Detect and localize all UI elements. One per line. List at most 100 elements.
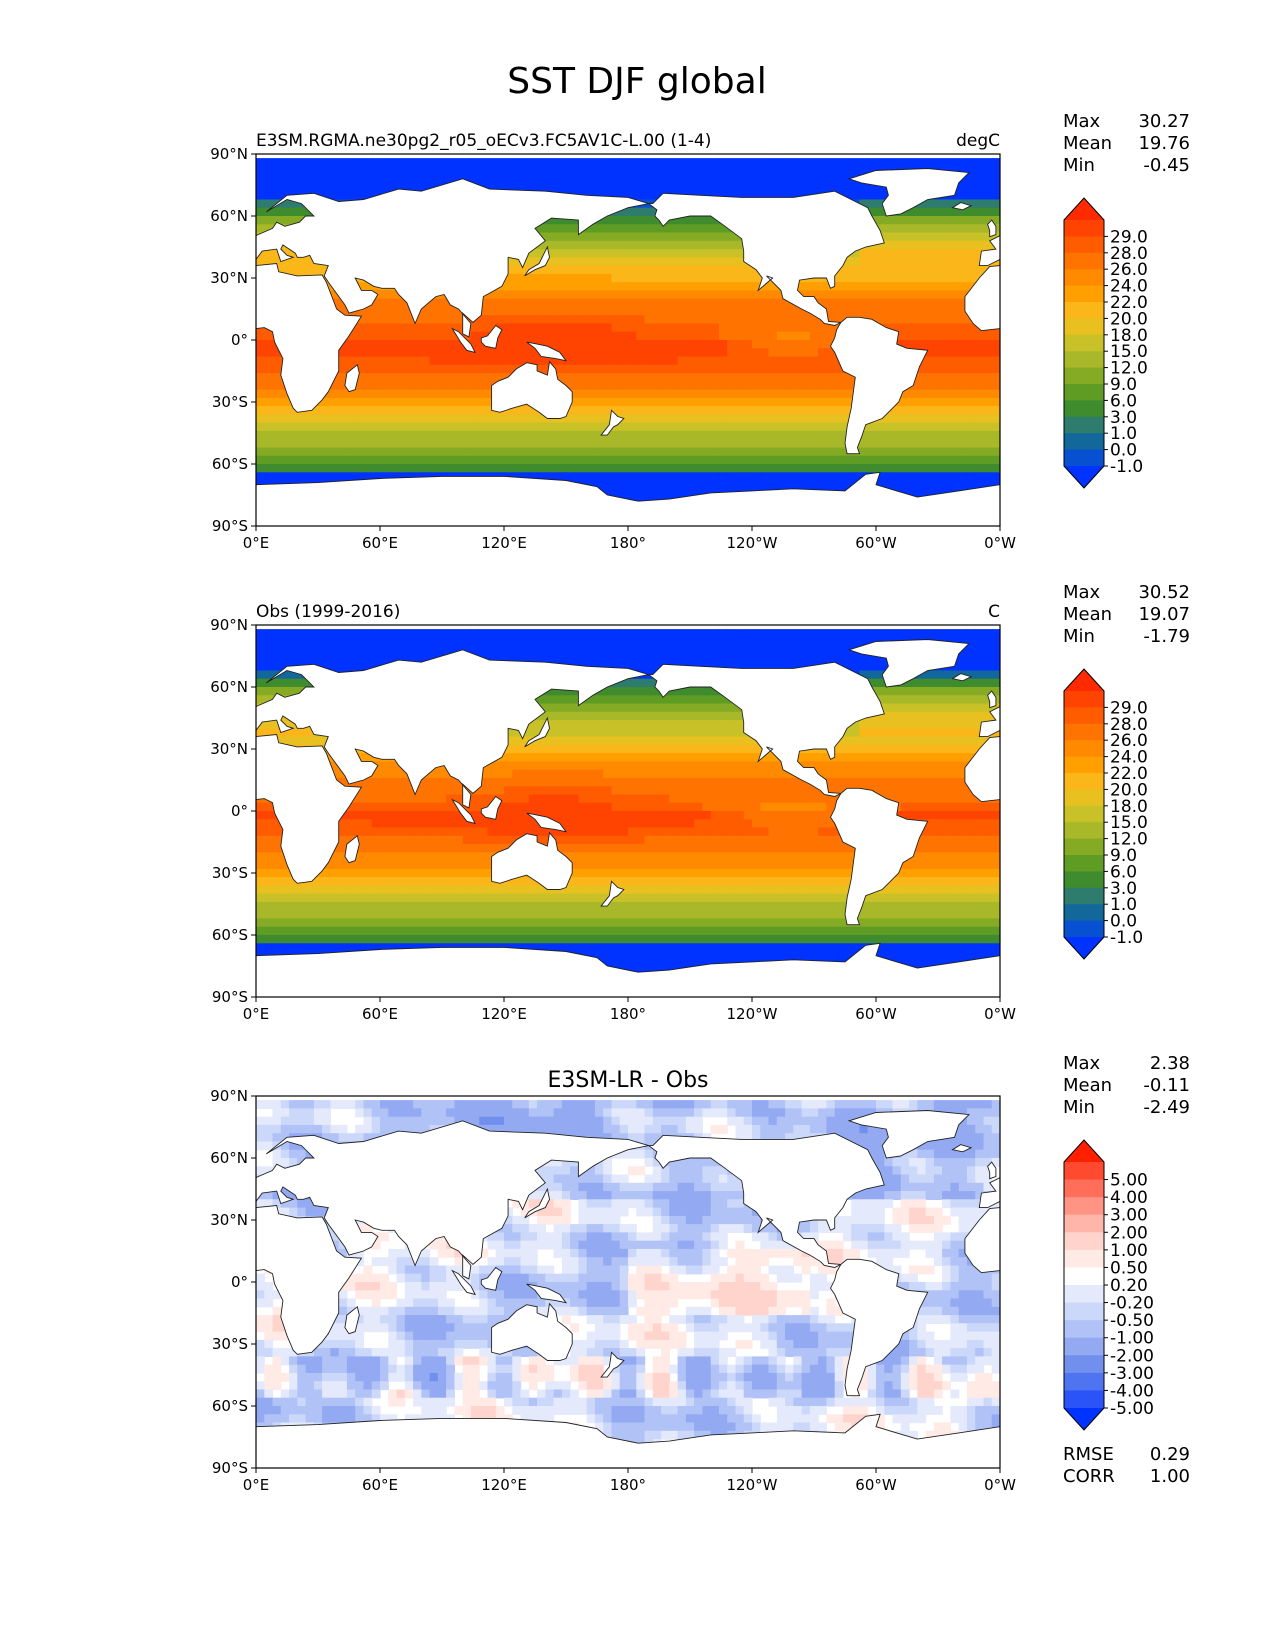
colorbar-label: 5.00 [1110,1171,1148,1191]
land-eurasia [978,235,1000,267]
colorbar-label: 28.0 [1110,715,1148,735]
y-tick-label: 0° [231,331,248,349]
stat-value-min: -0.45 [1143,155,1190,176]
stat-label-min: Min [1063,626,1095,647]
colorbar-box [1064,904,1104,921]
x-tick-label: 120°W [727,1005,778,1023]
land-africa [964,736,1000,803]
colorbar-extend-min [1064,937,1104,959]
colorbar-label: 12.0 [1110,359,1148,379]
figure-title: SST DJF global [507,61,766,102]
land-eurasia [256,178,649,338]
land-australia [491,1302,573,1361]
colorbar-box [1064,416,1104,434]
colorbar-box [1064,1197,1104,1216]
land-sumatra [451,327,476,354]
colorbar-box [1064,384,1104,401]
colorbar-label: -0.20 [1110,1294,1154,1314]
colorbar-box [1064,691,1104,708]
colorbar-label: 9.0 [1110,846,1137,866]
land-japan [524,1187,550,1219]
stat-label-corr: CORR [1063,1466,1115,1487]
x-tick-label: 60°E [362,1476,398,1494]
land-madagascar [344,364,360,393]
x-tick-label: 180° [610,534,646,552]
y-tick-label: 60°S [212,926,248,944]
stat-value-rmse: 0.29 [1150,1444,1190,1465]
colorbar-label: 6.0 [1110,391,1137,411]
colorbar-box [1064,805,1104,823]
land-borneo [480,1266,503,1291]
land-outlines [256,168,1000,526]
land-nz [600,1351,625,1378]
land-outlines [256,639,1000,997]
panel-test: 0°E 60°E 120°E 180° 120°W 60°W 0°W 90°N 60°N 30°N… [210,111,1190,552]
land-antarctica [256,1413,1000,1468]
stat-value-mean: 19.76 [1138,133,1190,154]
stat-value-mean: 19.07 [1138,604,1190,625]
land-britain [987,1161,997,1180]
colorbar-box [1064,838,1104,856]
land-greenland [847,168,970,217]
colorbar-label: 26.0 [1110,731,1148,751]
land-greenland [847,1110,970,1159]
panel-reference: 0°E 60°E 120°E 180° 120°W 60°W 0°W 90°N 60°N 30°N… [210,582,1190,1023]
x-tick-label: 120°E [481,1476,527,1494]
stat-value-max: 30.52 [1138,582,1190,603]
land-japan [524,716,550,748]
colorbar-box [1064,252,1104,270]
colorbar-label: 0.0 [1110,441,1137,461]
y-tick-label: 30°S [212,864,248,882]
stat-label-max: Max [1063,1053,1101,1074]
colorbar-label: 18.0 [1110,797,1148,817]
colorbar-label: 29.0 [1110,227,1148,247]
panel-title: E3SM-LR - Obs [548,1068,709,1093]
y-tick-label: 30°S [212,1335,248,1353]
colorbar-box [1064,1162,1104,1180]
stat-value-max: 2.38 [1150,1053,1190,1074]
colorbar-box [1064,1249,1104,1268]
panel-left-label: Obs (1999-2016) [256,602,400,622]
colorbar-label: 0.0 [1110,912,1137,932]
colorbar-box [1064,269,1104,286]
y-tick-label: 30°N [210,740,248,758]
y-tick-label: 30°N [210,1211,248,1229]
colorbar-label: 18.0 [1110,326,1148,346]
colorbar-label: 1.0 [1110,424,1137,444]
x-tick-label: 0°W [984,1476,1016,1494]
stat-value-min: -2.49 [1143,1097,1190,1118]
colorbar-box [1064,1285,1104,1303]
land-namerica [647,661,885,797]
colorbar-box [1064,1232,1104,1251]
x-tick-label: 0°W [984,534,1016,552]
y-tick-label: 30°S [212,393,248,411]
y-tick-label: 90°N [210,145,248,163]
land-australia [491,831,573,890]
land-samerica [829,787,929,926]
colorbar-box [1064,351,1104,368]
x-tick-label: 60°E [362,534,398,552]
land-iceland [951,673,973,682]
colorbar-label: -4.00 [1110,1381,1154,1401]
land-madagascar [344,1306,360,1335]
stat-label-min: Min [1063,1097,1095,1118]
colorbar-box [1064,773,1104,790]
colorbar-label: 0.50 [1110,1258,1148,1278]
y-tick-label: 0° [231,802,248,820]
colorbar-label: -1.0 [1110,928,1143,948]
land-sumatra [451,1269,476,1296]
colorbar: 29.028.026.024.022.020.018.015.012.09.06… [1063,197,1148,489]
x-tick-label: 180° [610,1476,646,1494]
colorbar-box [1064,789,1104,807]
colorbar-label: 24.0 [1110,277,1148,297]
x-tick-label: 0°E [243,1476,270,1494]
colorbar-label: 20.0 [1110,309,1148,329]
stat-label-mean: Mean [1063,133,1112,154]
colorbar-box [1064,1320,1104,1339]
land-sumatra [451,798,476,825]
colorbar-extend-min [1064,1408,1104,1430]
land-outlines [256,1110,1000,1468]
colorbar-box [1064,236,1104,254]
colorbar-box [1064,1337,1104,1356]
